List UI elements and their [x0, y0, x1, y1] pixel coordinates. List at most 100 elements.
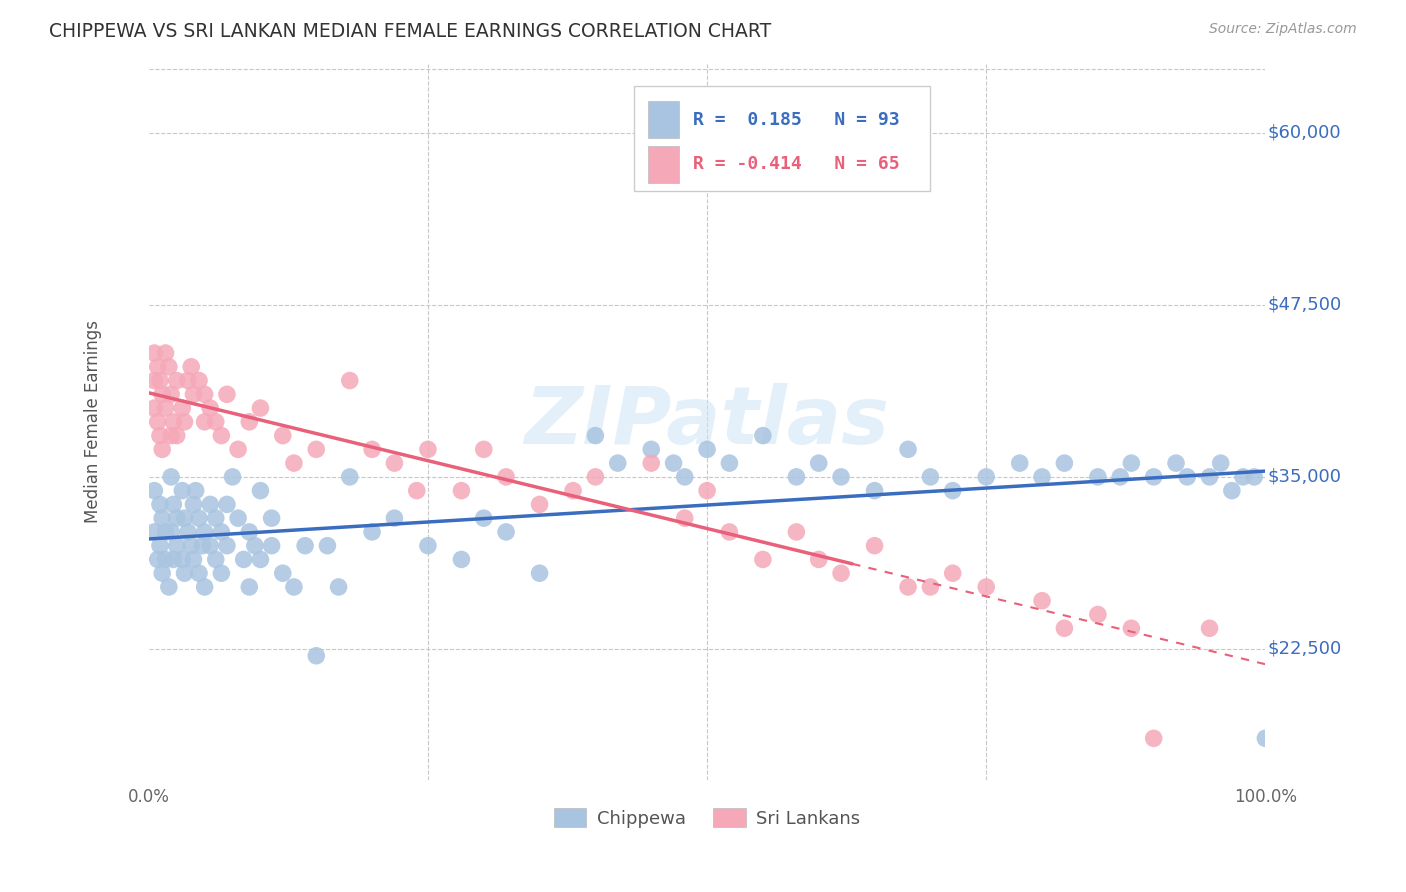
- Point: [166, 374, 188, 388]
- Point: [198, 539, 221, 553]
- Point: [974, 580, 997, 594]
- Point: [188, 566, 211, 581]
- Point: [160, 387, 183, 401]
- Point: [1031, 470, 1053, 484]
- Point: [155, 552, 177, 566]
- Point: [173, 566, 195, 581]
- Point: [271, 566, 294, 581]
- Point: [294, 539, 316, 553]
- Point: [920, 580, 942, 594]
- Point: [562, 483, 585, 498]
- Point: [238, 415, 260, 429]
- Point: [172, 483, 194, 498]
- Point: [194, 387, 217, 401]
- Point: [160, 470, 183, 484]
- Point: [785, 470, 807, 484]
- Point: [232, 552, 254, 566]
- Point: [696, 442, 718, 457]
- Point: [215, 497, 238, 511]
- Point: [188, 511, 211, 525]
- Point: [204, 552, 226, 566]
- Point: [183, 497, 205, 511]
- Point: [752, 428, 775, 442]
- Point: [328, 580, 350, 594]
- Point: [696, 483, 718, 498]
- Point: [271, 428, 294, 442]
- Point: [283, 580, 305, 594]
- Point: [160, 428, 183, 442]
- FancyBboxPatch shape: [648, 102, 679, 138]
- Point: [1121, 621, 1143, 635]
- Point: [1053, 456, 1076, 470]
- Point: [1109, 470, 1132, 484]
- Point: [149, 428, 172, 442]
- Point: [143, 346, 166, 360]
- Point: [249, 401, 271, 415]
- Point: [673, 511, 696, 525]
- Text: Source: ZipAtlas.com: Source: ZipAtlas.com: [1209, 22, 1357, 37]
- Point: [149, 539, 172, 553]
- Point: [673, 470, 696, 484]
- Point: [416, 442, 439, 457]
- Point: [1175, 470, 1198, 484]
- Point: [146, 552, 169, 566]
- Point: [1209, 456, 1232, 470]
- Point: [1087, 607, 1109, 622]
- Legend: Chippewa, Sri Lankans: Chippewa, Sri Lankans: [547, 801, 868, 835]
- Point: [194, 580, 217, 594]
- Point: [974, 470, 997, 484]
- Point: [166, 428, 188, 442]
- Point: [162, 552, 184, 566]
- Point: [1143, 470, 1166, 484]
- Point: [149, 497, 172, 511]
- Point: [450, 483, 472, 498]
- Point: [1053, 621, 1076, 635]
- Point: [172, 401, 194, 415]
- Point: [339, 470, 361, 484]
- Point: [157, 359, 180, 374]
- Point: [583, 470, 606, 484]
- Point: [920, 470, 942, 484]
- Text: Median Female Earnings: Median Female Earnings: [84, 320, 103, 524]
- Point: [863, 539, 886, 553]
- Point: [194, 524, 217, 539]
- Point: [146, 359, 169, 374]
- Text: $60,000: $60,000: [1268, 124, 1341, 142]
- Point: [173, 511, 195, 525]
- Point: [472, 511, 495, 525]
- Point: [640, 442, 662, 457]
- Point: [157, 580, 180, 594]
- Point: [238, 580, 260, 594]
- Point: [209, 428, 232, 442]
- Text: ZIPatlas: ZIPatlas: [524, 383, 890, 461]
- Point: [215, 539, 238, 553]
- Point: [472, 442, 495, 457]
- Text: $47,500: $47,500: [1268, 296, 1341, 314]
- Point: [283, 456, 305, 470]
- Point: [143, 524, 166, 539]
- Point: [226, 511, 249, 525]
- Point: [718, 524, 741, 539]
- Point: [155, 346, 177, 360]
- Point: [155, 524, 177, 539]
- Point: [640, 456, 662, 470]
- Point: [361, 524, 384, 539]
- Point: [384, 456, 406, 470]
- Point: [495, 470, 517, 484]
- Point: [173, 415, 195, 429]
- Point: [942, 483, 965, 498]
- Point: [942, 566, 965, 581]
- Point: [150, 511, 173, 525]
- Point: [226, 442, 249, 457]
- Text: CHIPPEWA VS SRI LANKAN MEDIAN FEMALE EARNINGS CORRELATION CHART: CHIPPEWA VS SRI LANKAN MEDIAN FEMALE EAR…: [49, 22, 772, 41]
- Point: [1198, 621, 1220, 635]
- Point: [172, 552, 194, 566]
- Point: [146, 415, 169, 429]
- Point: [209, 566, 232, 581]
- Point: [316, 539, 339, 553]
- Point: [143, 401, 166, 415]
- Point: [785, 524, 807, 539]
- Point: [183, 552, 205, 566]
- Point: [160, 524, 183, 539]
- Point: [416, 539, 439, 553]
